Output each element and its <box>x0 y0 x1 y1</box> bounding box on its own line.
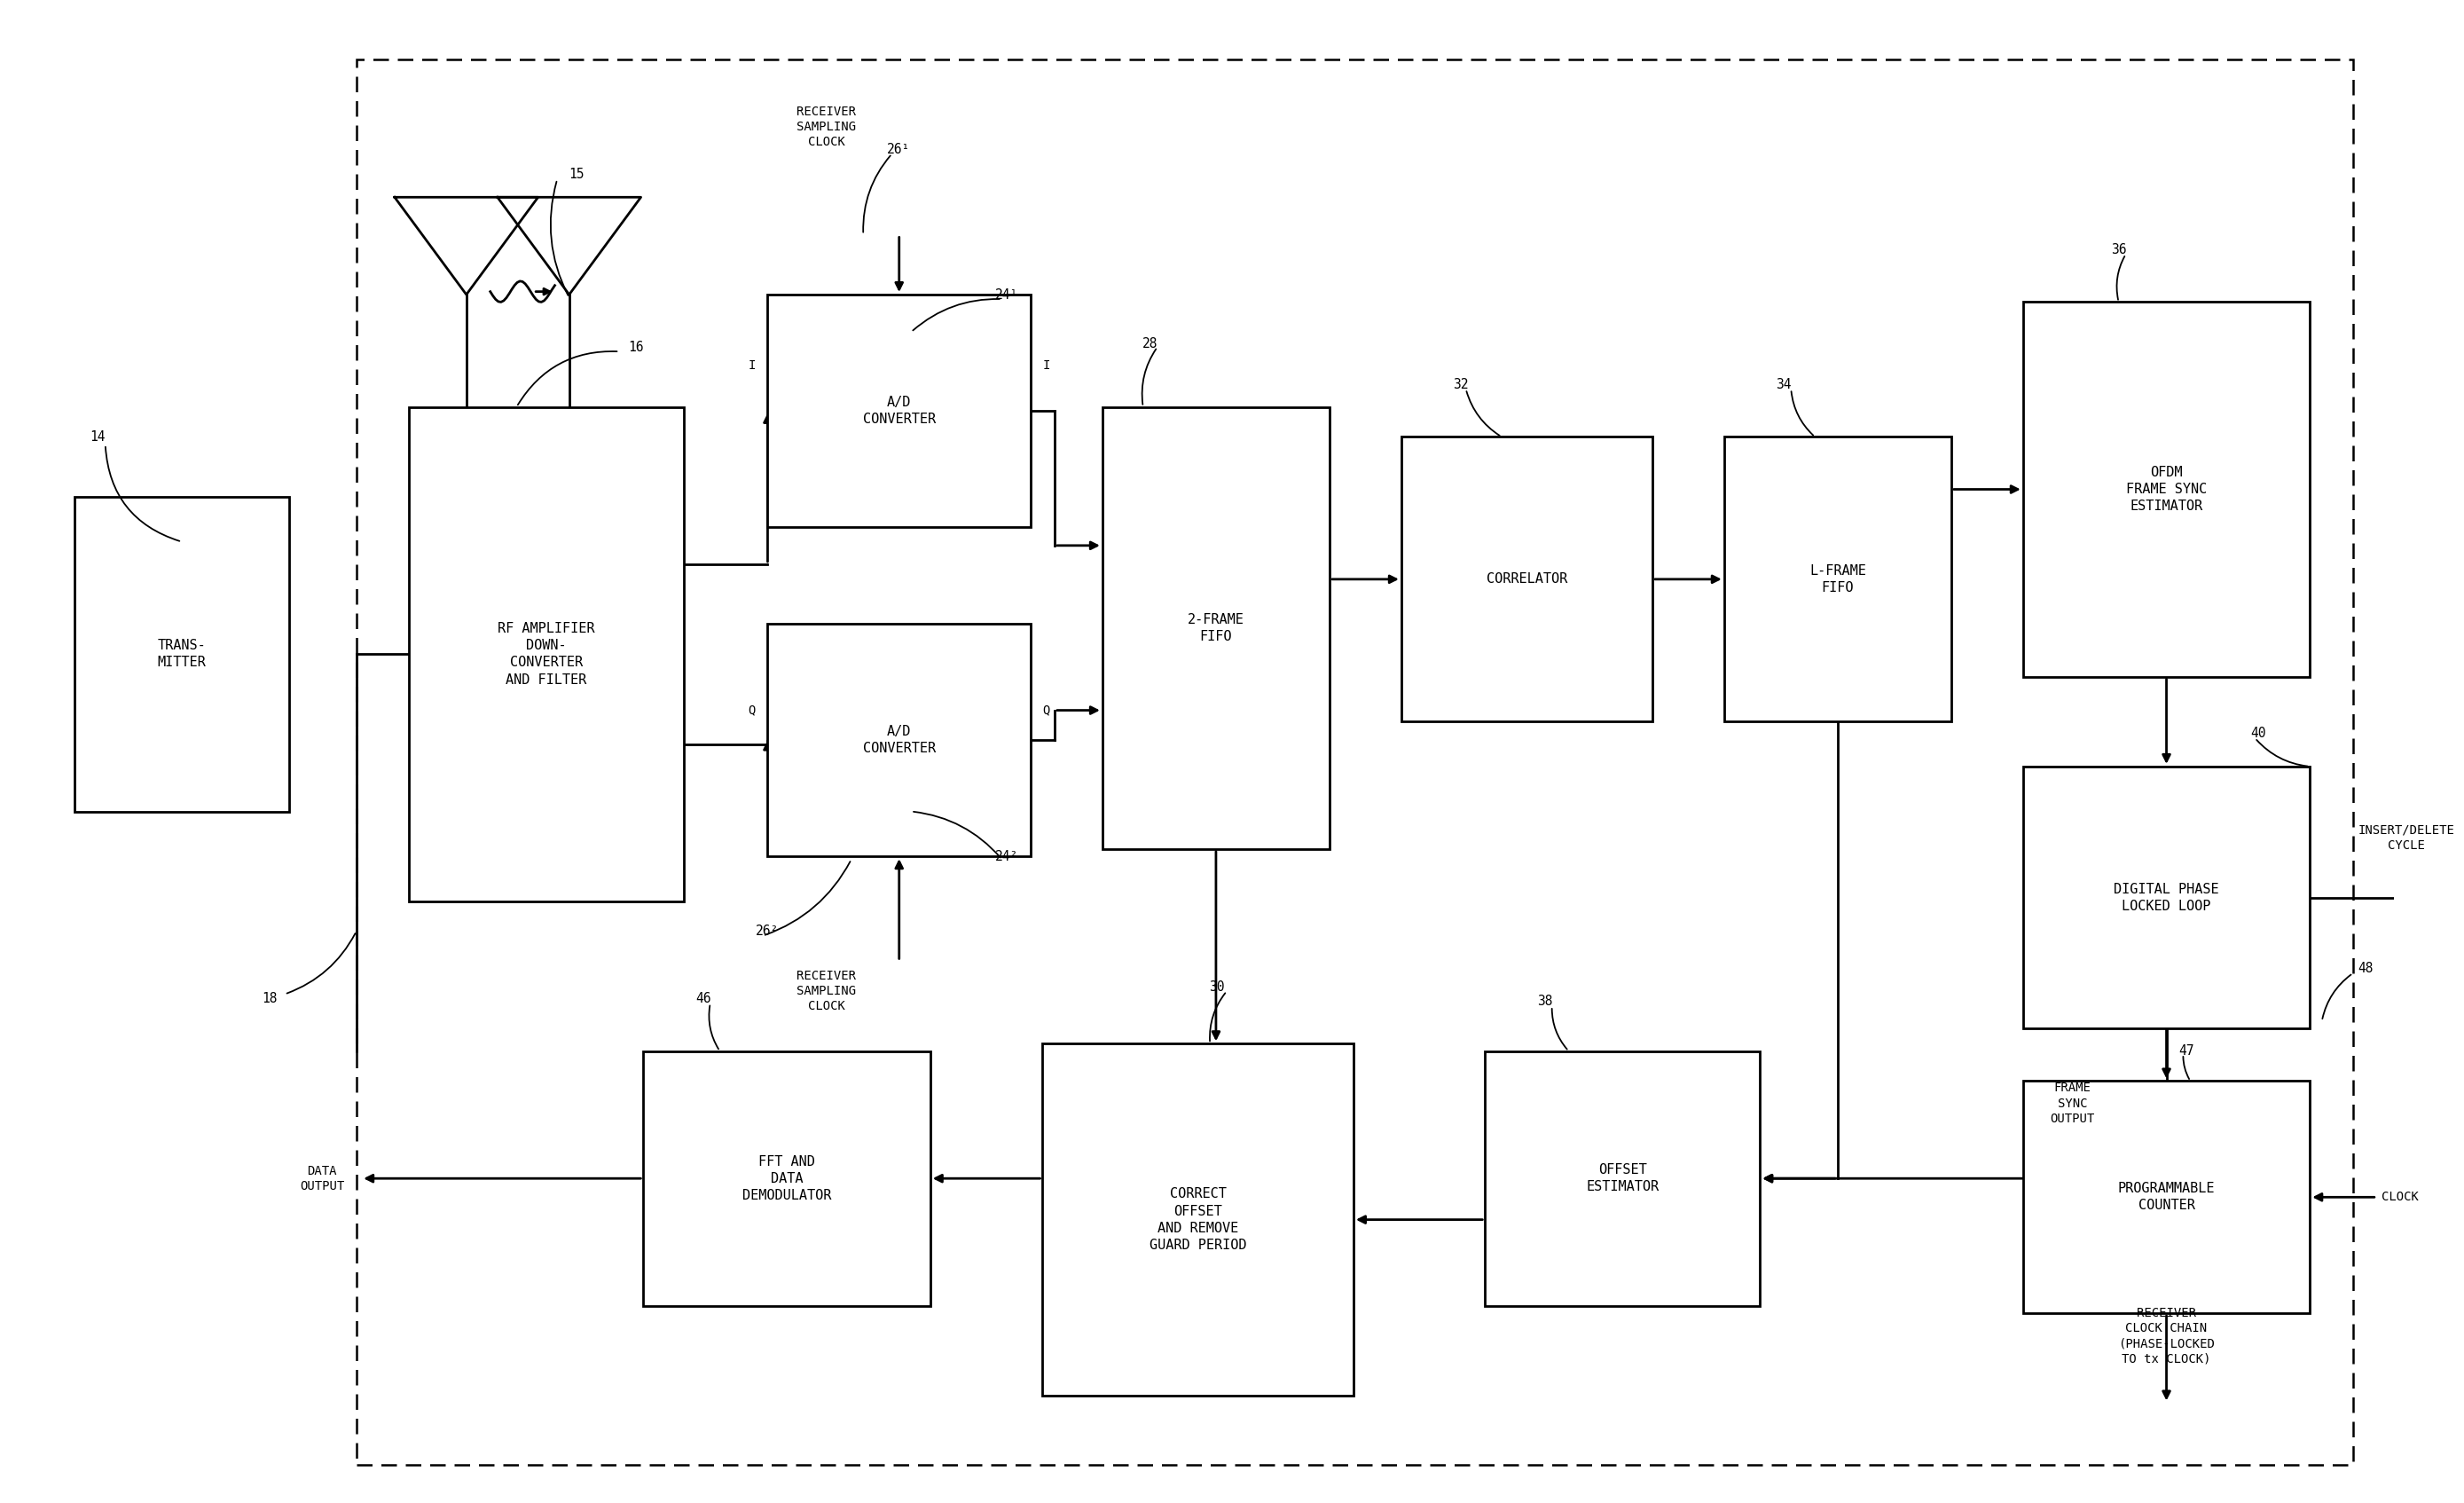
Text: A/D
CONVERTER: A/D CONVERTER <box>862 395 936 425</box>
Text: OFFSET
ESTIMATOR: OFFSET ESTIMATOR <box>1587 1163 1658 1193</box>
Text: L-FRAME
FIFO: L-FRAME FIFO <box>1809 564 1865 594</box>
Text: 28: 28 <box>1143 337 1158 350</box>
Text: I: I <box>1042 359 1050 371</box>
FancyBboxPatch shape <box>2023 302 2309 676</box>
Text: CORRELATOR: CORRELATOR <box>1486 573 1567 586</box>
Text: 24¹: 24¹ <box>995 289 1018 301</box>
Text: DATA
OUTPUT: DATA OUTPUT <box>301 1165 345 1192</box>
Text: 32: 32 <box>1454 377 1469 391</box>
FancyBboxPatch shape <box>1486 1051 1759 1306</box>
Text: CLOCK: CLOCK <box>2383 1190 2420 1204</box>
Text: RECEIVER
SAMPLING
CLOCK: RECEIVER SAMPLING CLOCK <box>796 105 855 149</box>
FancyBboxPatch shape <box>409 407 685 902</box>
Text: 2-FRAME
FIFO: 2-FRAME FIFO <box>1188 613 1244 643</box>
Text: 47: 47 <box>2178 1045 2193 1058</box>
Text: 14: 14 <box>89 430 106 443</box>
Text: RF AMPLIFIER
DOWN-
CONVERTER
AND FILTER: RF AMPLIFIER DOWN- CONVERTER AND FILTER <box>498 622 594 687</box>
Text: FRAME
SYNC
OUTPUT: FRAME SYNC OUTPUT <box>2050 1082 2094 1126</box>
Text: 24²: 24² <box>995 849 1018 863</box>
Text: 26¹: 26¹ <box>887 143 912 156</box>
Text: 46: 46 <box>695 992 710 1006</box>
Text: 38: 38 <box>1538 995 1552 1009</box>
FancyBboxPatch shape <box>74 497 288 812</box>
FancyBboxPatch shape <box>1042 1043 1353 1396</box>
Text: 30: 30 <box>1210 980 1225 993</box>
FancyBboxPatch shape <box>2023 1081 2309 1314</box>
Text: DIGITAL PHASE
LOCKED LOOP: DIGITAL PHASE LOCKED LOOP <box>2114 882 2220 912</box>
Text: 48: 48 <box>2358 962 2373 975</box>
Text: RECEIVER
CLOCK CHAIN
(PHASE-LOCKED
TO tx CLOCK): RECEIVER CLOCK CHAIN (PHASE-LOCKED TO tx… <box>2119 1306 2215 1365</box>
Text: 36: 36 <box>2112 243 2126 257</box>
Text: A/D
CONVERTER: A/D CONVERTER <box>862 724 936 756</box>
Text: OFDM
FRAME SYNC
ESTIMATOR: OFDM FRAME SYNC ESTIMATOR <box>2126 466 2208 513</box>
FancyBboxPatch shape <box>769 624 1030 857</box>
Text: Q: Q <box>749 703 756 717</box>
Text: Q: Q <box>1042 703 1050 717</box>
FancyBboxPatch shape <box>1101 407 1331 849</box>
Text: 16: 16 <box>628 340 643 353</box>
Text: 26²: 26² <box>756 924 779 938</box>
FancyBboxPatch shape <box>1725 437 1951 721</box>
Text: PROGRAMMABLE
COUNTER: PROGRAMMABLE COUNTER <box>2119 1181 2215 1213</box>
FancyBboxPatch shape <box>643 1051 931 1306</box>
Text: 40: 40 <box>2250 727 2267 739</box>
Text: 34: 34 <box>1777 377 1791 391</box>
Text: I: I <box>749 359 756 371</box>
Text: 18: 18 <box>261 992 278 1006</box>
Text: CORRECT
OFFSET
AND REMOVE
GUARD PERIOD: CORRECT OFFSET AND REMOVE GUARD PERIOD <box>1151 1187 1247 1252</box>
Text: 15: 15 <box>569 168 584 182</box>
Text: RECEIVER
SAMPLING
CLOCK: RECEIVER SAMPLING CLOCK <box>796 969 855 1013</box>
FancyBboxPatch shape <box>2023 767 2309 1028</box>
FancyBboxPatch shape <box>1402 437 1653 721</box>
Text: INSERT/DELETE
CYCLE: INSERT/DELETE CYCLE <box>2358 824 2454 852</box>
Text: FFT AND
DATA
DEMODULATOR: FFT AND DATA DEMODULATOR <box>742 1154 830 1202</box>
Text: TRANS-
MITTER: TRANS- MITTER <box>158 639 207 669</box>
FancyBboxPatch shape <box>769 295 1030 526</box>
